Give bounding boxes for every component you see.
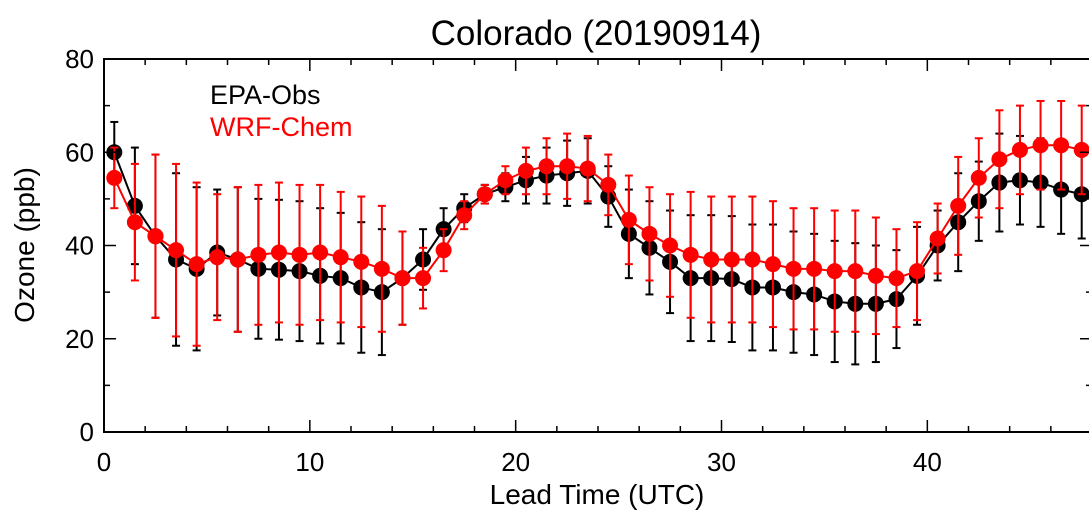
y-tick-label: 20: [65, 324, 94, 354]
y-tick-label: 80: [65, 44, 94, 74]
y-tick-label: 0: [80, 417, 94, 447]
data-point-wrf-chem: [744, 251, 761, 268]
data-point-wrf-chem: [1073, 141, 1089, 158]
data-point-wrf-chem: [538, 158, 555, 175]
data-point-wrf-chem: [332, 249, 349, 266]
y-tick-label: 40: [65, 231, 94, 261]
legend-wrf-chem: WRF-Chem: [210, 112, 353, 142]
data-point-wrf-chem: [909, 263, 926, 280]
data-point-wrf-chem: [312, 244, 329, 261]
data-point-wrf-chem: [806, 260, 823, 277]
data-point-wrf-chem: [270, 244, 287, 261]
data-point-wrf-chem: [188, 256, 205, 273]
data-point-wrf-chem: [353, 253, 370, 270]
data-point-wrf-chem: [662, 237, 679, 254]
data-point-wrf-chem: [250, 246, 267, 263]
data-point-wrf-chem: [785, 260, 802, 277]
data-point-wrf-chem: [991, 151, 1008, 168]
x-tick-label: 0: [97, 447, 111, 477]
data-point-wrf-chem: [641, 225, 658, 242]
data-point-wrf-chem: [394, 270, 411, 287]
data-point-wrf-chem: [847, 263, 864, 280]
legend-epa-obs: EPA-Obs: [210, 80, 321, 110]
y-axis-label: Ozone (ppb): [9, 167, 40, 323]
data-point-wrf-chem: [476, 186, 493, 203]
chart-title: Colorado (20190914): [431, 14, 762, 53]
data-point-wrf-chem: [291, 246, 308, 263]
axes: 0 10 20 30 40 0 20 40 60 80: [65, 44, 1089, 477]
series-wrf-chem: [106, 99, 1089, 347]
data-point-wrf-chem: [373, 260, 390, 277]
data-point-wrf-chem: [106, 169, 123, 186]
data-point-wrf-chem: [559, 158, 576, 175]
data-point-wrf-chem: [703, 251, 720, 268]
data-point-wrf-chem: [147, 228, 164, 245]
data-point-wrf-chem: [517, 162, 534, 179]
data-point-wrf-chem: [620, 211, 637, 228]
x-axis-label: Lead Time (UTC): [490, 479, 705, 510]
data-point-wrf-chem: [867, 267, 884, 284]
plot-area: [106, 99, 1089, 366]
x-tick-label: 40: [913, 447, 942, 477]
x-tick-label: 20: [501, 447, 530, 477]
data-point-wrf-chem: [950, 197, 967, 214]
data-point-wrf-chem: [415, 270, 432, 287]
data-point-wrf-chem: [579, 160, 596, 177]
data-point-wrf-chem: [168, 242, 185, 259]
data-point-wrf-chem: [126, 214, 143, 231]
data-point-wrf-chem: [1011, 141, 1028, 158]
data-point-wrf-chem: [456, 207, 473, 224]
x-tick-label: 30: [707, 447, 736, 477]
data-point-wrf-chem: [929, 230, 946, 247]
data-point-wrf-chem: [229, 251, 246, 268]
data-point-wrf-chem: [970, 169, 987, 186]
data-point-wrf-chem: [682, 246, 699, 263]
data-point-wrf-chem: [497, 172, 514, 189]
data-point-wrf-chem: [600, 176, 617, 193]
data-point-wrf-chem: [888, 270, 905, 287]
x-tick-label: 10: [295, 447, 324, 477]
y-tick-label: 60: [65, 137, 94, 167]
data-point-wrf-chem: [1053, 137, 1070, 154]
data-point-wrf-chem: [723, 251, 740, 268]
data-point-wrf-chem: [826, 263, 843, 280]
data-point-wrf-chem: [764, 256, 781, 273]
data-point-wrf-chem: [1032, 137, 1049, 154]
data-point-wrf-chem: [435, 242, 452, 259]
data-point-wrf-chem: [209, 249, 226, 266]
